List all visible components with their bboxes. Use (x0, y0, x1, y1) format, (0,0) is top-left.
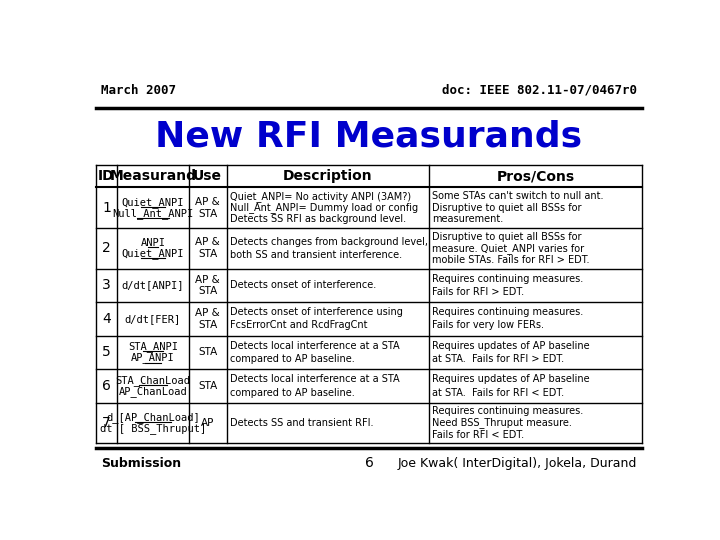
Text: Fails for RFI < EDT.: Fails for RFI < EDT. (432, 429, 524, 440)
Text: Null_Ant_ANPI= Dummy load or config: Null_Ant_ANPI= Dummy load or config (230, 202, 418, 213)
Text: STA: STA (198, 347, 217, 357)
Text: 4: 4 (102, 312, 111, 326)
Text: 1: 1 (102, 201, 111, 215)
Text: Some STAs can't switch to null ant.: Some STAs can't switch to null ant. (432, 191, 603, 201)
Text: Requires continuing measures.: Requires continuing measures. (432, 307, 583, 317)
Text: Joe Kwak( InterDigital), Jokela, Durand: Joe Kwak( InterDigital), Jokela, Durand (397, 457, 637, 470)
Text: Detects onset of interference.: Detects onset of interference. (230, 280, 376, 291)
Bar (96, 335, 642, 369)
Text: Description: Description (283, 169, 373, 183)
Text: FcsErrorCnt and RcdFragCnt: FcsErrorCnt and RcdFragCnt (230, 321, 367, 330)
Text: measurement.: measurement. (432, 214, 503, 225)
Text: Detects onset of interference using: Detects onset of interference using (230, 307, 402, 317)
Text: Quiet_ANPI= No activity ANPI (3AM?): Quiet_ANPI= No activity ANPI (3AM?) (230, 191, 410, 201)
Text: Detects local interference at a STA: Detects local interference at a STA (230, 374, 399, 384)
Text: Detects SS and transient RFI.: Detects SS and transient RFI. (230, 418, 373, 428)
Text: New RFI Measurands: New RFI Measurands (156, 119, 582, 153)
Text: Submission: Submission (101, 457, 181, 470)
Text: at STA.  Fails for RFI > EDT.: at STA. Fails for RFI > EDT. (432, 354, 564, 364)
Text: AP_ChanLoad: AP_ChanLoad (119, 386, 187, 397)
Text: Detects local interference at a STA: Detects local interference at a STA (230, 341, 399, 350)
Text: Detects changes from background level,: Detects changes from background level, (230, 237, 428, 247)
Text: mobile STAs. Fails for RFI > EDT.: mobile STAs. Fails for RFI > EDT. (432, 255, 590, 265)
Text: Disruptive to quiet all BSSs for: Disruptive to quiet all BSSs for (432, 202, 582, 213)
Text: doc: IEEE 802.11-07/0467r0: doc: IEEE 802.11-07/0467r0 (442, 84, 637, 97)
Text: Requires continuing measures.: Requires continuing measures. (432, 274, 583, 284)
Text: 3: 3 (102, 278, 111, 292)
Text: 6: 6 (102, 379, 111, 393)
Text: STA: STA (198, 320, 217, 329)
Text: ID: ID (98, 169, 114, 183)
Text: compared to AP baseline.: compared to AP baseline. (230, 354, 354, 364)
Text: at STA.  Fails for RFI < EDT.: at STA. Fails for RFI < EDT. (432, 388, 564, 397)
Text: STA: STA (198, 286, 217, 296)
Text: AP: AP (201, 418, 215, 428)
Bar (96, 165, 642, 187)
Text: STA_ANPI: STA_ANPI (128, 341, 178, 352)
Text: March 2007: March 2007 (101, 84, 176, 97)
Text: AP_ANPI: AP_ANPI (131, 353, 175, 363)
Text: d/dt[FER]: d/dt[FER] (125, 314, 181, 324)
Text: Requires continuing measures.: Requires continuing measures. (432, 406, 583, 416)
Text: measure. Quiet_ANPI varies for: measure. Quiet_ANPI varies for (432, 243, 584, 254)
Text: Quiet_ANPI: Quiet_ANPI (122, 248, 184, 259)
Text: Null_Ant_ANPI: Null_Ant_ANPI (112, 208, 194, 219)
Text: Detects SS RFI as background level.: Detects SS RFI as background level. (230, 214, 406, 225)
Text: compared to AP baseline.: compared to AP baseline. (230, 388, 354, 397)
Bar (96, 228, 642, 268)
Text: Measurand: Measurand (109, 169, 197, 183)
Text: Disruptive to quiet all BSSs for: Disruptive to quiet all BSSs for (432, 232, 582, 242)
Text: AP &: AP & (195, 274, 220, 285)
Text: both SS and transient interference.: both SS and transient interference. (230, 250, 402, 260)
Text: Use: Use (193, 169, 222, 183)
Text: Requires updates of AP baseline: Requires updates of AP baseline (432, 341, 590, 350)
Bar (96, 403, 642, 443)
Bar (96, 369, 642, 403)
Text: dt [ BSS_Thruput]: dt [ BSS_Thruput] (100, 423, 206, 434)
Text: STA_ChanLoad: STA_ChanLoad (115, 375, 191, 386)
Text: STA: STA (198, 249, 217, 259)
Text: Requires updates of AP baseline: Requires updates of AP baseline (432, 374, 590, 384)
Text: ANPI: ANPI (140, 238, 166, 248)
Text: AP &: AP & (195, 197, 220, 207)
Text: d/dt[ANPI]: d/dt[ANPI] (122, 280, 184, 291)
Text: Pros/Cons: Pros/Cons (497, 169, 575, 183)
Bar (96, 187, 642, 228)
Text: Need BSS_Thruput measure.: Need BSS_Thruput measure. (432, 417, 572, 428)
Text: 5: 5 (102, 346, 111, 359)
Text: 6: 6 (364, 456, 374, 470)
Bar (96, 302, 642, 335)
Text: Fails for very low FERs.: Fails for very low FERs. (432, 321, 544, 330)
Text: 7: 7 (102, 416, 111, 430)
Text: 2: 2 (102, 241, 111, 255)
Text: Fails for RFI > EDT.: Fails for RFI > EDT. (432, 287, 524, 297)
Text: d_[AP_ChanLoad]: d_[AP_ChanLoad] (106, 412, 200, 423)
Text: AP &: AP & (195, 308, 220, 318)
Text: AP &: AP & (195, 238, 220, 247)
Text: Quiet_ANPI: Quiet_ANPI (122, 197, 184, 207)
Text: STA: STA (198, 208, 217, 219)
Bar (96, 268, 642, 302)
Text: STA: STA (198, 381, 217, 391)
